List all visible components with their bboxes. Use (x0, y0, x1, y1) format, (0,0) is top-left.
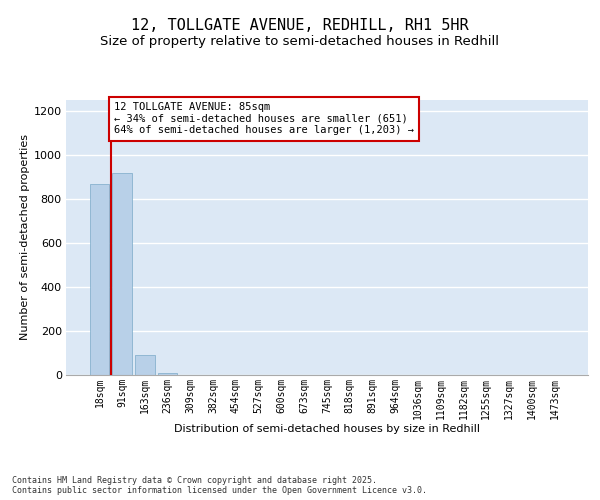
Text: Contains HM Land Registry data © Crown copyright and database right 2025.
Contai: Contains HM Land Registry data © Crown c… (12, 476, 427, 495)
Bar (158, 373, 178, 375)
Text: 12 TOLLGATE AVENUE: 85sqm
← 34% of semi-detached houses are smaller (651)
64% of: 12 TOLLGATE AVENUE: 85sqm ← 34% of semi-… (114, 102, 414, 136)
Y-axis label: Number of semi-detached properties: Number of semi-detached properties (20, 134, 29, 340)
X-axis label: Distribution of semi-detached houses by size in Redhill: Distribution of semi-detached houses by … (174, 424, 480, 434)
Bar (90, 184, 109, 375)
Text: Size of property relative to semi-detached houses in Redhill: Size of property relative to semi-detach… (101, 35, 499, 48)
Bar (135, 355, 155, 375)
Text: 12, TOLLGATE AVENUE, REDHILL, RH1 5HR: 12, TOLLGATE AVENUE, REDHILL, RH1 5HR (131, 18, 469, 32)
Bar (112, 172, 132, 375)
